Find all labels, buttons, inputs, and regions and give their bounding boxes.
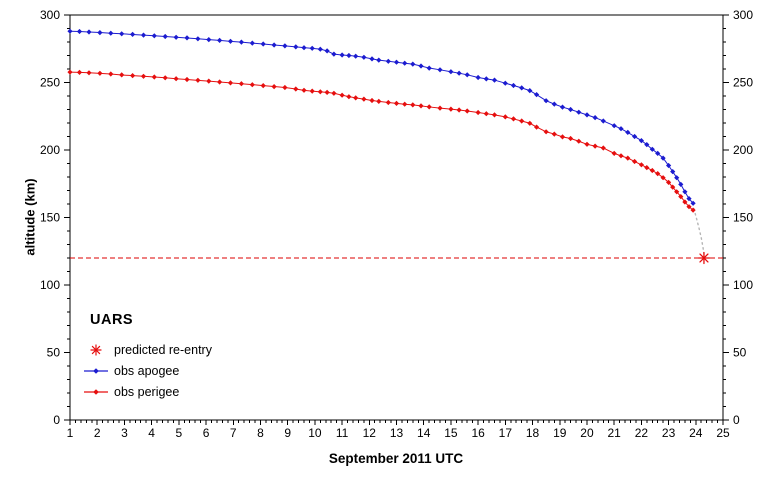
svg-text:11: 11 [336, 426, 349, 440]
y-axis-title: altitude (km) [22, 178, 38, 256]
asterisk-icon [90, 343, 102, 356]
svg-text:18: 18 [526, 426, 540, 440]
x-axis-title: September 2011 UTC [328, 451, 464, 466]
svg-text:12: 12 [363, 426, 377, 440]
svg-text:24: 24 [689, 426, 703, 440]
svg-text:0: 0 [53, 413, 60, 427]
legend-item-obs-perigee: obs perigee [84, 381, 212, 402]
svg-text:8: 8 [257, 426, 264, 440]
svg-text:15: 15 [444, 426, 458, 440]
legend-item-predicted-re-entry: predicted re-entry [84, 339, 212, 360]
svg-text:50: 50 [733, 346, 747, 360]
svg-text:25: 25 [716, 426, 730, 440]
legend: UARS predicted re-entry obs apogee obs p… [84, 312, 212, 402]
apogee-line-marker-icon [84, 367, 108, 374]
svg-text:3: 3 [121, 426, 128, 440]
legend-label-obs-apogee: obs apogee [114, 363, 180, 378]
svg-text:100: 100 [40, 278, 60, 292]
legend-item-obs-apogee: obs apogee [84, 360, 212, 381]
svg-text:200: 200 [40, 143, 60, 157]
svg-text:6: 6 [203, 426, 210, 440]
legend-title: UARS [90, 312, 134, 328]
svg-text:20: 20 [580, 426, 594, 440]
svg-text:17: 17 [499, 426, 513, 440]
svg-text:250: 250 [40, 76, 60, 90]
svg-text:100: 100 [733, 278, 753, 292]
legend-label-obs-perigee: obs perigee [114, 384, 180, 399]
svg-text:300: 300 [40, 8, 60, 22]
svg-text:16: 16 [471, 426, 485, 440]
svg-text:7: 7 [230, 426, 237, 440]
perigee-line-marker-icon [84, 388, 108, 395]
svg-text:4: 4 [148, 426, 155, 440]
svg-text:50: 50 [47, 346, 61, 360]
svg-text:9: 9 [284, 426, 291, 440]
svg-text:23: 23 [662, 426, 676, 440]
legend-label-predicted-re-entry: predicted re-entry [114, 342, 212, 357]
svg-text:19: 19 [553, 426, 567, 440]
svg-text:2: 2 [94, 426, 101, 440]
svg-text:10: 10 [308, 426, 322, 440]
svg-text:1: 1 [67, 426, 74, 440]
svg-text:150: 150 [733, 211, 753, 225]
svg-text:200: 200 [733, 143, 753, 157]
svg-text:250: 250 [733, 76, 753, 90]
svg-text:13: 13 [390, 426, 404, 440]
svg-text:150: 150 [40, 211, 60, 225]
svg-text:14: 14 [417, 426, 431, 440]
svg-text:300: 300 [733, 8, 753, 22]
svg-text:21: 21 [607, 426, 621, 440]
svg-text:0: 0 [733, 413, 740, 427]
svg-text:22: 22 [635, 426, 649, 440]
svg-text:5: 5 [175, 426, 182, 440]
